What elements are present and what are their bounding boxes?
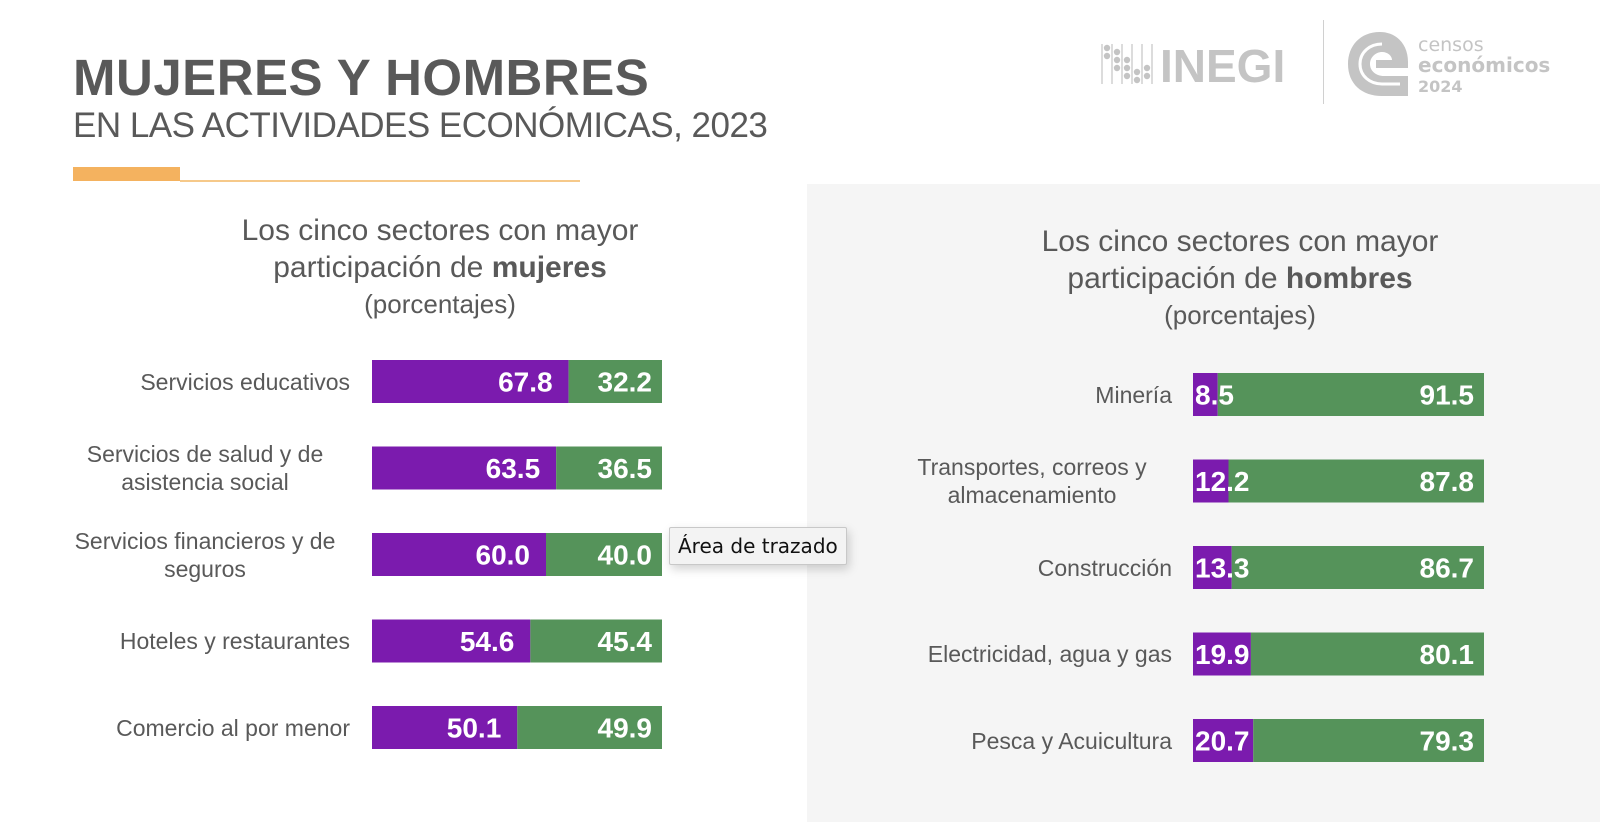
chart-title-line1: Los cinco sectores con mayor	[241, 214, 639, 247]
inegi-dots-icon	[1101, 44, 1153, 84]
category-label: Comercio al por menor	[116, 714, 350, 742]
bar-mujeres[interactable]	[372, 619, 531, 663]
chart-title-hombres: Los cinco sectores con mayor participaci…	[990, 223, 1490, 334]
bar-mujeres[interactable]	[372, 446, 557, 490]
year-2024: 2024	[1418, 77, 1463, 96]
category-label: Transportes, correos y almacenamiento	[892, 453, 1172, 509]
category-label-line: asistencia social	[121, 469, 289, 495]
category-label-line: Comercio al por menor	[116, 714, 350, 741]
bar-hombres[interactable]	[556, 446, 662, 490]
bar-mujeres[interactable]	[372, 533, 546, 576]
category-label: Minería	[1095, 381, 1172, 409]
bar-hombres[interactable]	[517, 706, 662, 749]
bar-hombres[interactable]	[568, 360, 662, 403]
bar-mujeres[interactable]	[372, 360, 569, 403]
category-label-line: Transportes, correos y	[917, 454, 1147, 480]
value-label-mujeres: 67.8	[498, 367, 553, 398]
page-title: MUJERES Y HOMBRES	[73, 49, 650, 106]
hombres-panel-background	[807, 184, 1600, 822]
category-label-line: Servicios financieros y de	[74, 527, 336, 554]
category-label-line: Minería	[1095, 381, 1172, 408]
category-label: Servicios educativos	[140, 368, 350, 396]
category-label: Servicios financieros y de seguros	[60, 527, 350, 583]
value-label-mujeres: 50.1	[447, 713, 502, 744]
censos-word: censos	[1418, 34, 1484, 56]
censos-e-icon	[1348, 32, 1408, 96]
value-label-hombres: 45.4	[598, 626, 653, 657]
category-label-line: Servicios de salud y de	[86, 441, 324, 467]
chart-title-unit: (porcentajes)	[1164, 300, 1316, 330]
bar-mujeres[interactable]	[372, 706, 518, 749]
bar-hombres[interactable]	[546, 533, 662, 576]
category-label-line: Hoteles y restaurantes	[119, 628, 350, 654]
chart-title-emphasis: hombres	[1285, 262, 1413, 295]
category-label: Servicios de salud y de asistencia social	[60, 440, 350, 496]
censos-economicos-logo: censos económicos 2024	[1348, 32, 1550, 96]
category-label-line: Servicios educativos	[140, 368, 350, 395]
category-label-line: Construcción	[1037, 554, 1172, 581]
page-subtitle: EN LAS ACTIVIDADES ECONÓMICAS, 2023	[73, 106, 768, 145]
value-label-hombres: 40.0	[598, 540, 653, 571]
category-label-line: seguros	[164, 555, 246, 582]
category-label: Pesca y Acuicultura	[971, 727, 1172, 755]
value-label-hombres: 32.2	[598, 367, 653, 398]
value-label-hombres: 36.5	[598, 453, 653, 484]
economicos-word: económicos	[1418, 53, 1550, 77]
chart-title-line1: Los cinco sectores con mayor	[1041, 225, 1439, 258]
value-label-mujeres: 60.0	[476, 540, 531, 571]
category-label-line: Electricidad, agua y gas	[927, 641, 1172, 667]
accent-bar	[73, 167, 180, 181]
accent-line	[180, 180, 580, 182]
value-label-mujeres: 63.5	[486, 453, 541, 484]
value-label-hombres: 49.9	[598, 713, 653, 744]
category-label: Construcción	[1038, 554, 1172, 582]
inegi-wordmark: INEGI	[1160, 40, 1285, 88]
logo-divider	[1323, 20, 1324, 104]
category-label: Electricidad, agua y gas	[928, 640, 1172, 668]
chart-title-line2: participación de hombres	[1067, 262, 1413, 295]
chart-title-emphasis: mujeres	[491, 251, 607, 284]
inegi-logo: INEGI	[1101, 40, 1285, 88]
value-label-mujeres: 54.6	[460, 626, 515, 657]
chart-title-mujeres: Los cinco sectores con mayor participaci…	[190, 212, 690, 323]
category-label: Hoteles y restaurantes	[120, 627, 350, 655]
category-label-line: Pesca y Acuicultura	[971, 727, 1172, 754]
category-label-line: almacenamiento	[947, 482, 1117, 508]
bar-hombres[interactable]	[530, 619, 662, 663]
plot-area-tooltip: Área de trazado	[669, 527, 847, 565]
chart-title-unit: (porcentajes)	[364, 289, 516, 319]
chart-title-line2: participación de mujeres	[273, 251, 607, 284]
